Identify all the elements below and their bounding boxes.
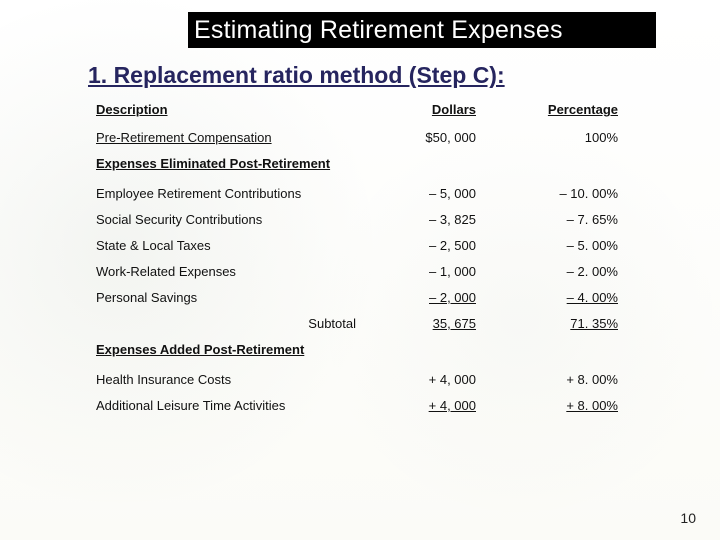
baseline-dollars: $50, 000 <box>386 130 496 145</box>
slide-title: Estimating Retirement Expenses <box>188 12 656 48</box>
row-dollars: + 4, 000 <box>386 372 496 387</box>
row-dollars: + 4, 000 <box>386 398 496 413</box>
row-percentage: – 5. 00% <box>496 238 626 253</box>
page-number: 10 <box>680 510 696 526</box>
table-row: Health Insurance Costs + 4, 000 + 8. 00% <box>96 372 636 398</box>
row-label: Employee Retirement Contributions <box>96 186 386 201</box>
eliminated-section: Expenses Eliminated Post-Retirement <box>96 156 636 186</box>
table-row: Personal Savings – 2, 000 – 4. 00% <box>96 290 636 316</box>
subtotal-percentage: 71. 35% <box>496 316 626 331</box>
table-header-row: Description Dollars Percentage <box>96 102 636 130</box>
row-label: State & Local Taxes <box>96 238 386 253</box>
col-header-percentage: Percentage <box>496 102 626 117</box>
table-row: Employee Retirement Contributions – 5, 0… <box>96 186 636 212</box>
baseline-label: Pre-Retirement Compensation <box>96 130 386 145</box>
row-percentage: + 8. 00% <box>496 372 626 387</box>
row-label: Work-Related Expenses <box>96 264 386 279</box>
baseline-row: Pre-Retirement Compensation $50, 000 100… <box>96 130 636 156</box>
col-header-dollars: Dollars <box>386 102 496 117</box>
row-percentage: + 8. 00% <box>496 398 626 413</box>
row-percentage: – 10. 00% <box>496 186 626 201</box>
row-dollars: – 3, 825 <box>386 212 496 227</box>
added-section: Expenses Added Post-Retirement <box>96 342 636 372</box>
table-row: State & Local Taxes – 2, 500 – 5. 00% <box>96 238 636 264</box>
row-label: Personal Savings <box>96 290 386 305</box>
row-label: Additional Leisure Time Activities <box>96 398 386 413</box>
added-section-label: Expenses Added Post-Retirement <box>96 342 386 357</box>
row-label: Health Insurance Costs <box>96 372 386 387</box>
expense-table: Description Dollars Percentage Pre-Retir… <box>96 102 636 424</box>
table-row: Work-Related Expenses – 1, 000 – 2. 00% <box>96 264 636 290</box>
row-dollars: – 2, 000 <box>386 290 496 305</box>
row-percentage: – 2. 00% <box>496 264 626 279</box>
table-row: Additional Leisure Time Activities + 4, … <box>96 398 636 424</box>
slide-subtitle: 1. Replacement ratio method (Step C): <box>88 62 648 89</box>
row-percentage: – 7. 65% <box>496 212 626 227</box>
subtotal-dollars: 35, 675 <box>386 316 496 331</box>
row-percentage: – 4. 00% <box>496 290 626 305</box>
row-dollars: – 1, 000 <box>386 264 496 279</box>
row-dollars: – 2, 500 <box>386 238 496 253</box>
col-header-description: Description <box>96 102 386 117</box>
subtotal-label: Subtotal <box>96 316 386 331</box>
slide: Estimating Retirement Expenses 1. Replac… <box>0 0 720 540</box>
row-dollars: – 5, 000 <box>386 186 496 201</box>
baseline-percentage: 100% <box>496 130 626 145</box>
table-row: Social Security Contributions – 3, 825 –… <box>96 212 636 238</box>
row-label: Social Security Contributions <box>96 212 386 227</box>
subtotal-row: Subtotal 35, 675 71. 35% <box>96 316 636 342</box>
eliminated-section-label: Expenses Eliminated Post-Retirement <box>96 156 386 171</box>
